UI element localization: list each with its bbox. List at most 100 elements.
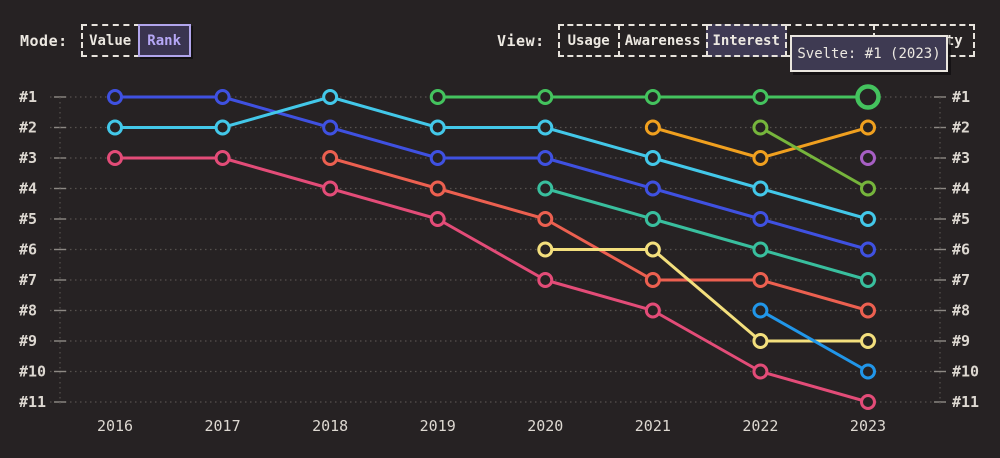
- data-point-blue[interactable]: [214, 89, 231, 105]
- data-point-pink[interactable]: [537, 272, 554, 288]
- data-point-blue[interactable]: [859, 241, 876, 258]
- rank-label-right: #11: [952, 393, 979, 411]
- data-point-yellow[interactable]: [859, 333, 876, 349]
- data-point-pink[interactable]: [429, 211, 446, 227]
- data-point-cyan[interactable]: [752, 180, 769, 197]
- data-point-pink[interactable]: [859, 394, 876, 410]
- rank-label-right: #2: [952, 119, 970, 137]
- series-line-blue: [113, 95, 870, 251]
- rank-label-left: #5: [19, 210, 37, 228]
- mode-label: Mode:: [20, 31, 68, 50]
- data-point-amber[interactable]: [752, 150, 769, 166]
- data-point-cyan[interactable]: [429, 119, 446, 136]
- rank-label-left: #10: [19, 363, 46, 381]
- data-point-teal[interactable]: [752, 241, 769, 258]
- view-option-awareness[interactable]: Awareness: [617, 24, 708, 57]
- data-point-salmon[interactable]: [859, 302, 876, 319]
- year-label: 2019: [420, 417, 456, 435]
- data-point-teal[interactable]: [644, 211, 661, 227]
- data-point-blue[interactable]: [107, 89, 123, 105]
- data-point-olive[interactable]: [859, 180, 876, 197]
- rank-label-left: #6: [19, 241, 37, 259]
- data-point-teal[interactable]: [537, 180, 554, 197]
- data-point-pink[interactable]: [644, 302, 661, 319]
- data-point-emphasized-svelte-green[interactable]: [855, 84, 881, 110]
- series-line-teal: [543, 187, 870, 282]
- data-point-yellow[interactable]: [644, 241, 661, 258]
- data-point-pink[interactable]: [214, 150, 231, 166]
- data-point-teal[interactable]: [859, 272, 876, 288]
- year-label: 2022: [742, 417, 778, 435]
- data-point-salmon[interactable]: [644, 272, 661, 288]
- year-label: 2021: [635, 417, 671, 435]
- rank-label-right: #5: [952, 210, 970, 228]
- rank-label-left: #8: [19, 302, 37, 320]
- data-point-cyan[interactable]: [107, 119, 123, 136]
- data-point-blue[interactable]: [322, 119, 339, 136]
- data-point-pink[interactable]: [322, 180, 339, 197]
- view-toggle: View: Usage Awareness Interest ty: [497, 24, 975, 57]
- series-line-pink: [113, 156, 870, 404]
- data-point-svelte-green[interactable]: [644, 89, 661, 105]
- rank-label-left: #7: [19, 271, 37, 289]
- view-option-usage[interactable]: Usage: [557, 24, 620, 57]
- series-line-cyan: [113, 95, 870, 221]
- year-label: 2016: [97, 417, 133, 435]
- rank-label-right: #4: [952, 180, 970, 198]
- series-line-sky: [758, 309, 870, 373]
- rank-label-left: #3: [19, 149, 37, 167]
- data-point-svelte-green[interactable]: [429, 89, 446, 105]
- data-point-salmon[interactable]: [537, 211, 554, 227]
- data-point-cyan[interactable]: [322, 89, 339, 105]
- rank-label-left: #1: [19, 88, 37, 106]
- data-point-blue[interactable]: [752, 211, 769, 227]
- series-line-salmon: [328, 156, 870, 312]
- data-point-sky[interactable]: [859, 363, 876, 380]
- data-point-blue[interactable]: [537, 150, 554, 166]
- data-point-blue[interactable]: [644, 180, 661, 197]
- data-point-olive[interactable]: [752, 119, 769, 136]
- data-point-svelte-green[interactable]: [537, 89, 554, 105]
- year-label: 2018: [312, 417, 348, 435]
- data-point-cyan[interactable]: [644, 150, 661, 166]
- data-point-salmon[interactable]: [752, 272, 769, 288]
- tooltip-text: Svelte: #1 (2023): [797, 45, 941, 62]
- rank-label-right: #8: [952, 302, 970, 320]
- year-label: 2023: [850, 417, 886, 435]
- data-point-amber[interactable]: [644, 119, 661, 136]
- data-point-pink[interactable]: [107, 150, 123, 166]
- mode-option-rank[interactable]: Rank: [137, 24, 191, 57]
- data-point-cyan[interactable]: [859, 211, 876, 227]
- rank-label-left: #2: [19, 119, 37, 137]
- view-option-interest[interactable]: Interest: [705, 24, 787, 57]
- view-label: View:: [497, 31, 545, 50]
- rank-label-right: #3: [952, 149, 970, 167]
- data-point-salmon[interactable]: [429, 180, 446, 197]
- data-point-cyan[interactable]: [537, 119, 554, 136]
- rank-label-right: #9: [952, 332, 970, 350]
- data-point-svelte-green[interactable]: [752, 89, 769, 105]
- rank-label-right: #1: [952, 88, 970, 106]
- mode-toggle: Mode: Value Rank: [20, 24, 191, 57]
- series-line-olive: [758, 126, 870, 190]
- data-point-yellow[interactable]: [752, 333, 769, 349]
- rank-label-left: #4: [19, 180, 37, 198]
- mode-option-value[interactable]: Value: [80, 24, 140, 57]
- data-point-yellow[interactable]: [537, 241, 554, 258]
- rank-label-right: #7: [952, 271, 970, 289]
- hover-tooltip: Svelte: #1 (2023): [790, 35, 948, 72]
- rank-label-right: #6: [952, 241, 970, 259]
- data-point-cyan[interactable]: [214, 119, 231, 136]
- data-point-purple[interactable]: [859, 150, 876, 166]
- data-point-blue[interactable]: [429, 150, 446, 166]
- rank-label-left: #9: [19, 332, 37, 350]
- year-label: 2017: [205, 417, 241, 435]
- data-point-pink[interactable]: [752, 363, 769, 380]
- data-point-amber[interactable]: [859, 119, 876, 136]
- data-point-salmon[interactable]: [322, 150, 339, 166]
- data-point-sky[interactable]: [752, 302, 769, 319]
- rank-label-right: #10: [952, 363, 979, 381]
- rank-label-left: #11: [19, 393, 46, 411]
